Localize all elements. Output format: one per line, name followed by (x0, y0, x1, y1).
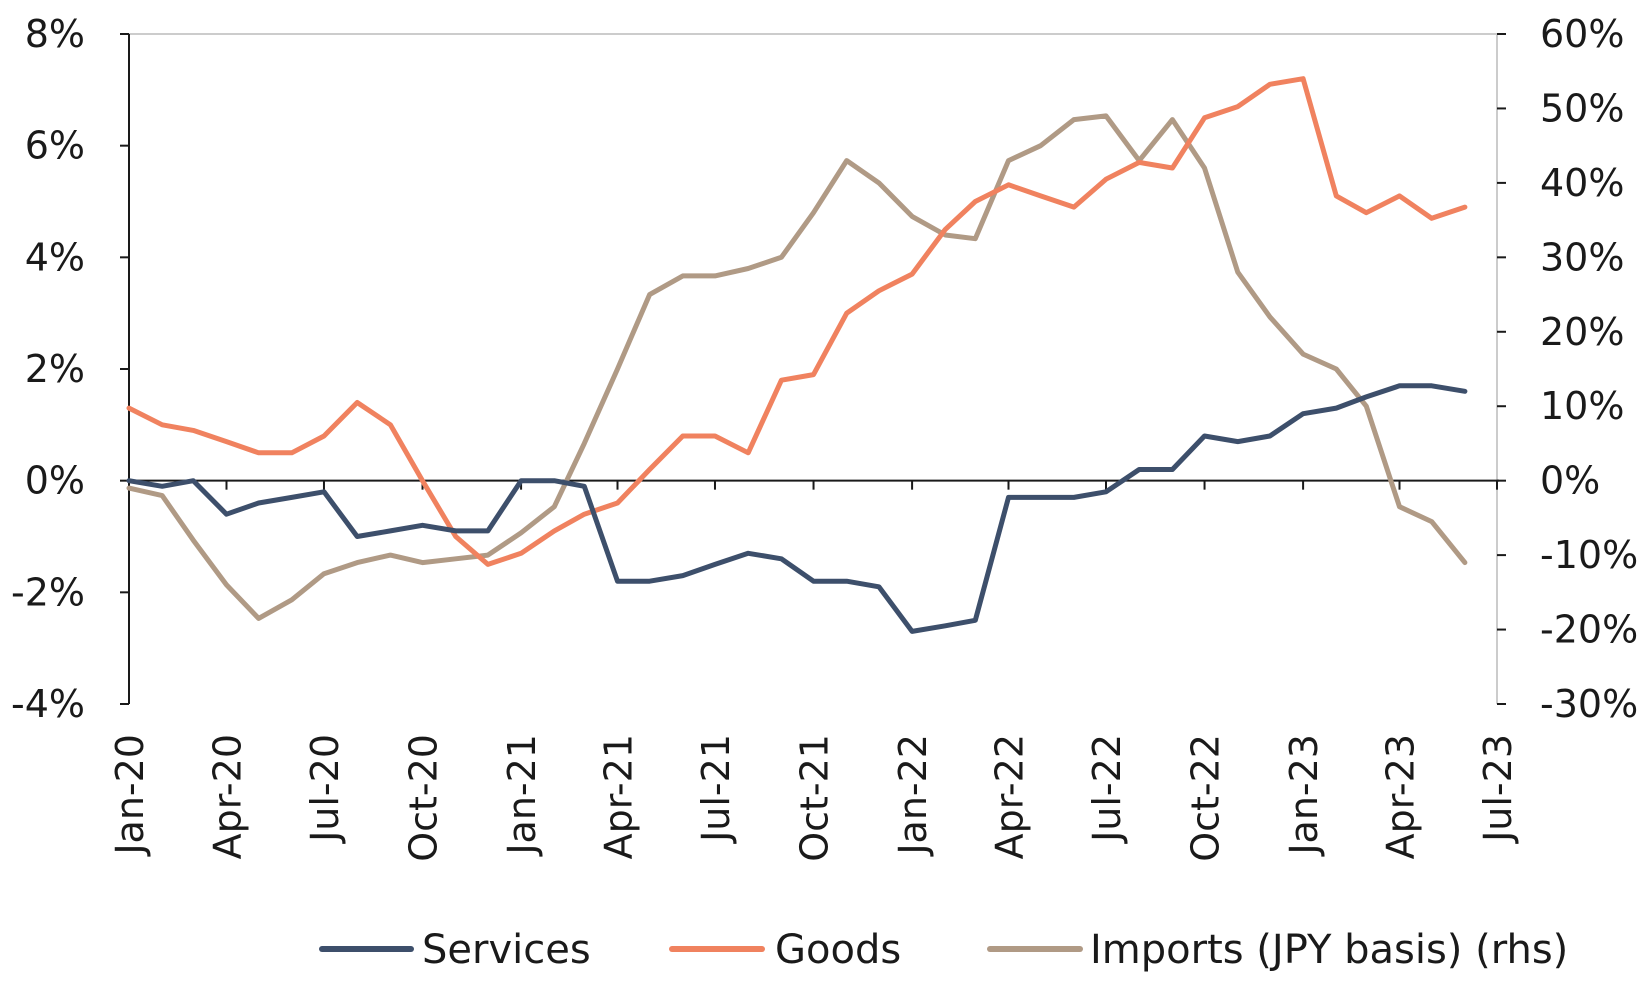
left-y-tick-label: 6% (25, 124, 85, 168)
right-y-tick-label: 20% (1540, 310, 1624, 354)
x-tick-label: Jul-21 (694, 734, 738, 844)
left-y-tick-label: 4% (25, 235, 85, 279)
series-line-imports-jpy-basis-rhs (126, 113, 1468, 621)
x-tick-label: Jan-21 (500, 734, 544, 857)
x-tick-label: Jul-20 (303, 734, 347, 844)
x-tick-label: Apr-22 (988, 734, 1032, 859)
x-tick-label: Jul-22 (1085, 734, 1129, 844)
right-y-tick-label: -30% (1540, 682, 1638, 726)
x-tick-label: Jul-23 (1476, 734, 1520, 844)
series-line-services (126, 383, 1468, 634)
x-tick-label: Apr-20 (205, 734, 249, 859)
series-layer (126, 76, 1468, 634)
left-y-tick-label: -4% (11, 682, 85, 726)
right-y-tick-label: 30% (1540, 235, 1624, 279)
legend-label-services: Services (422, 927, 591, 973)
series-line-goods (126, 76, 1468, 567)
plot-frame (129, 33, 1498, 704)
x-tick-label: Jan-22 (891, 734, 935, 857)
x-tick-label: Oct-20 (402, 734, 446, 862)
left-y-tick-label: -2% (11, 570, 85, 614)
left-y-tick-label: 2% (25, 347, 85, 391)
x-tick-label: Jan-23 (1282, 734, 1326, 857)
right-y-tick-label: -10% (1540, 533, 1638, 577)
right-y-tick-label: -20% (1540, 608, 1638, 652)
x-tick-label: Oct-22 (1184, 734, 1228, 862)
x-tick-label: Jan-20 (108, 734, 152, 857)
x-tick-label: Oct-21 (793, 734, 837, 862)
legend: Services Goods Imports (JPY basis) (rhs) (319, 927, 1568, 973)
legend-label-goods: Goods (775, 927, 901, 973)
axes: 8% 6% 4% 2% 0% -2% -4% 60% 50% 40% 30% 20% 10% 0% -10%… (11, 12, 1638, 862)
x-tick-label: Apr-23 (1379, 734, 1423, 859)
right-y-tick-label: 10% (1540, 384, 1624, 428)
x-tick-label: Apr-21 (596, 734, 640, 859)
right-y-tick-label: 0% (1540, 459, 1600, 503)
legend-label-imports-jpy-basis-rhs: Imports (JPY basis) (rhs) (1090, 927, 1568, 973)
right-y-tick-label: 40% (1540, 161, 1624, 205)
right-y-tick-label: 60% (1540, 12, 1624, 56)
right-y-tick-label: 50% (1540, 86, 1624, 130)
left-y-tick-label: 8% (25, 12, 85, 56)
left-y-tick-label: 0% (25, 459, 85, 503)
